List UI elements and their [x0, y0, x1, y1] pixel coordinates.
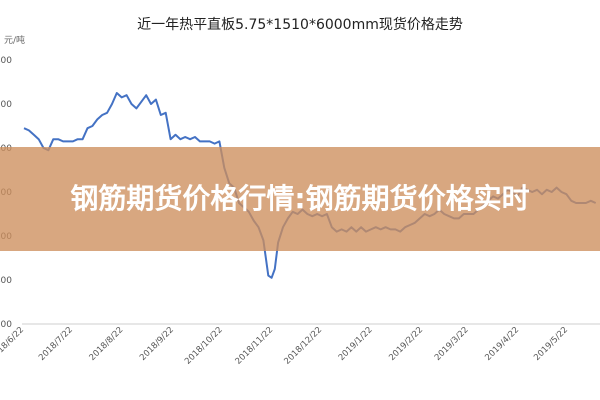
y-tick-label: 5400: [0, 56, 12, 66]
y-tick-label: 4400: [0, 276, 12, 286]
x-tick-label: 2019/1/22: [337, 325, 375, 363]
y-axis-unit-label: 元/吨: [4, 36, 26, 46]
x-tick-label: 2019/5/22: [532, 325, 570, 363]
x-tick-label: 2018/7/22: [37, 325, 75, 363]
x-tick-label: 2018/10/22: [183, 325, 225, 367]
chart-title: 近一年热平直板5.75*1510*6000mm现货价格走势: [137, 17, 463, 33]
x-tick-label: 2018/8/22: [88, 325, 126, 363]
x-tick-label: 2019/2/22: [387, 325, 425, 363]
x-tick-label: 2018/11/22: [234, 325, 276, 367]
x-axis: 2018/6/22 2018/7/22 2018/8/22 2018/9/22 2018…: [0, 323, 600, 367]
banner-title: 钢筋期货价格行情:钢筋期货价格实时: [70, 182, 530, 215]
x-tick-label: 2019/4/22: [483, 325, 521, 363]
x-tick-label: 2018/9/22: [138, 325, 176, 363]
overlay-banner: 钢筋期货价格行情:钢筋期货价格实时: [0, 147, 600, 251]
y-tick-label: 4200: [0, 320, 12, 330]
x-tick-label: 2018/12/22: [282, 325, 324, 367]
y-tick-label: 5200: [0, 100, 12, 110]
x-tick-label: 2018/6/22: [0, 325, 26, 363]
x-tick-label: 2019/3/22: [433, 325, 471, 363]
